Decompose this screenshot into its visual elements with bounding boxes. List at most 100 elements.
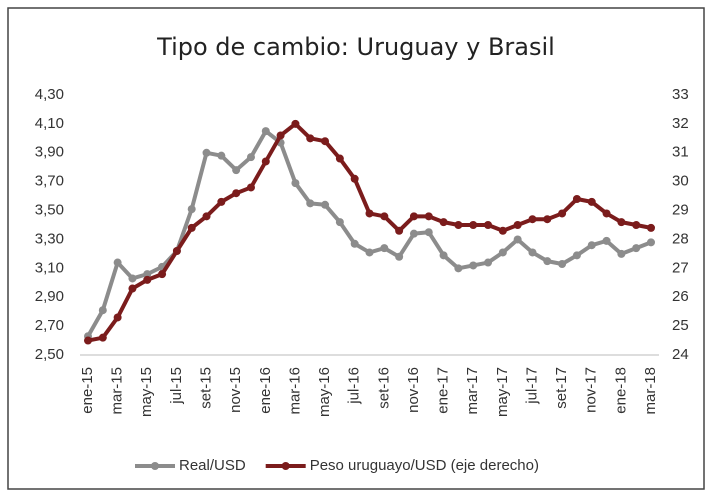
series-marker (335, 218, 344, 227)
series-marker (617, 218, 626, 227)
x-tick-label: may-16 (316, 367, 333, 417)
x-tick-label: ene-17 (435, 367, 452, 414)
legend-marker (151, 462, 159, 470)
y-tick-label: 4,30 (35, 86, 64, 103)
series-marker (543, 215, 552, 224)
series-marker (202, 148, 211, 157)
series-marker (232, 189, 241, 198)
series-marker (528, 215, 537, 224)
series-marker (424, 212, 433, 221)
series-marker (321, 137, 330, 146)
series-marker (187, 205, 196, 214)
x-tick-label: ene-15 (79, 367, 96, 414)
series-marker (572, 195, 581, 203)
series-marker (217, 197, 226, 206)
series-marker (602, 236, 611, 245)
series-marker (335, 154, 344, 163)
series-marker (632, 244, 641, 253)
x-tick-label: nov-17 (583, 367, 600, 413)
series-marker (217, 151, 226, 160)
series-marker (187, 223, 196, 232)
series-marker (484, 221, 493, 229)
series-marker (98, 306, 107, 315)
series-marker (395, 252, 404, 261)
y2-tick-label: 31 (672, 144, 689, 161)
series-marker (143, 270, 152, 279)
series-marker (261, 157, 270, 166)
y-tick-label: 3,70 (35, 173, 64, 190)
x-tick-label: may-15 (138, 367, 155, 417)
series-marker (291, 119, 300, 128)
y2-tick-label: 30 (672, 173, 689, 190)
x-tick-label: mar-18 (642, 367, 659, 415)
series-marker (498, 248, 507, 257)
series-marker (439, 251, 448, 260)
series-marker (128, 284, 137, 293)
series-marker (409, 229, 418, 238)
chart-frame (7, 7, 705, 490)
y2-tick-label: 29 (672, 202, 689, 219)
x-tick-label: mar-16 (286, 367, 303, 415)
series-marker (113, 258, 122, 267)
y-tick-label: 2,70 (35, 317, 64, 334)
x-tick-label: set-17 (553, 367, 570, 409)
series-marker (128, 274, 137, 283)
x-tick-label: mar-15 (109, 367, 126, 415)
series-marker (113, 313, 122, 322)
series-marker (143, 275, 152, 284)
series-marker (454, 264, 463, 273)
series-marker (409, 212, 418, 221)
y-tick-label: 3,50 (35, 202, 64, 219)
series-marker (513, 235, 522, 244)
series-marker (261, 127, 270, 136)
y2-tick-label: 32 (672, 115, 689, 132)
series-marker (306, 134, 315, 143)
x-tick-label: nov-16 (405, 367, 422, 413)
x-tick-label: ene-18 (612, 367, 629, 414)
series-marker (572, 251, 581, 260)
x-tick-label: nov-15 (227, 367, 244, 413)
series-marker (632, 221, 641, 229)
series-marker (647, 238, 655, 247)
y2-tick-label: 28 (672, 230, 689, 247)
y2-tick-label: 24 (672, 346, 689, 363)
y-tick-label: 4,10 (35, 115, 64, 132)
y-tick-label: 3,30 (35, 230, 64, 247)
series-marker (528, 248, 537, 257)
y-tick-label: 3,90 (35, 144, 64, 161)
x-tick-label: jul-16 (346, 367, 363, 405)
legend-label: Real/USD (179, 457, 246, 474)
series-marker (469, 261, 478, 270)
series-marker (484, 258, 493, 267)
y2-tick-label: 33 (672, 86, 689, 103)
series-marker (469, 221, 478, 229)
y2-tick-label: 26 (672, 288, 689, 305)
y-tick-label: 2,90 (35, 288, 64, 305)
series-marker (380, 212, 389, 221)
legend-marker (281, 462, 290, 470)
series-marker (558, 260, 567, 268)
x-tick-label: jul-15 (168, 367, 185, 405)
legend-label: Peso uruguayo/USD (eje derecho) (310, 457, 539, 474)
series-marker (365, 209, 374, 218)
series-marker (513, 221, 522, 229)
y2-tick-label: 25 (672, 317, 689, 334)
series-marker (424, 228, 433, 237)
series-marker (306, 199, 315, 208)
series-marker (350, 174, 359, 183)
series-marker (558, 209, 567, 218)
series-marker (395, 226, 404, 235)
series-marker (246, 183, 255, 192)
y-tick-label: 2,50 (35, 346, 64, 363)
series-marker (647, 223, 655, 232)
series-marker (543, 257, 552, 266)
series-marker (276, 131, 285, 140)
x-tick-label: ene-16 (257, 367, 274, 414)
x-tick-label: set-15 (197, 367, 214, 409)
x-tick-label: mar-17 (464, 367, 481, 415)
y2-tick-label: 27 (672, 259, 689, 276)
series-marker (321, 200, 330, 209)
x-tick-label: may-17 (494, 367, 511, 417)
series-marker (439, 218, 448, 227)
